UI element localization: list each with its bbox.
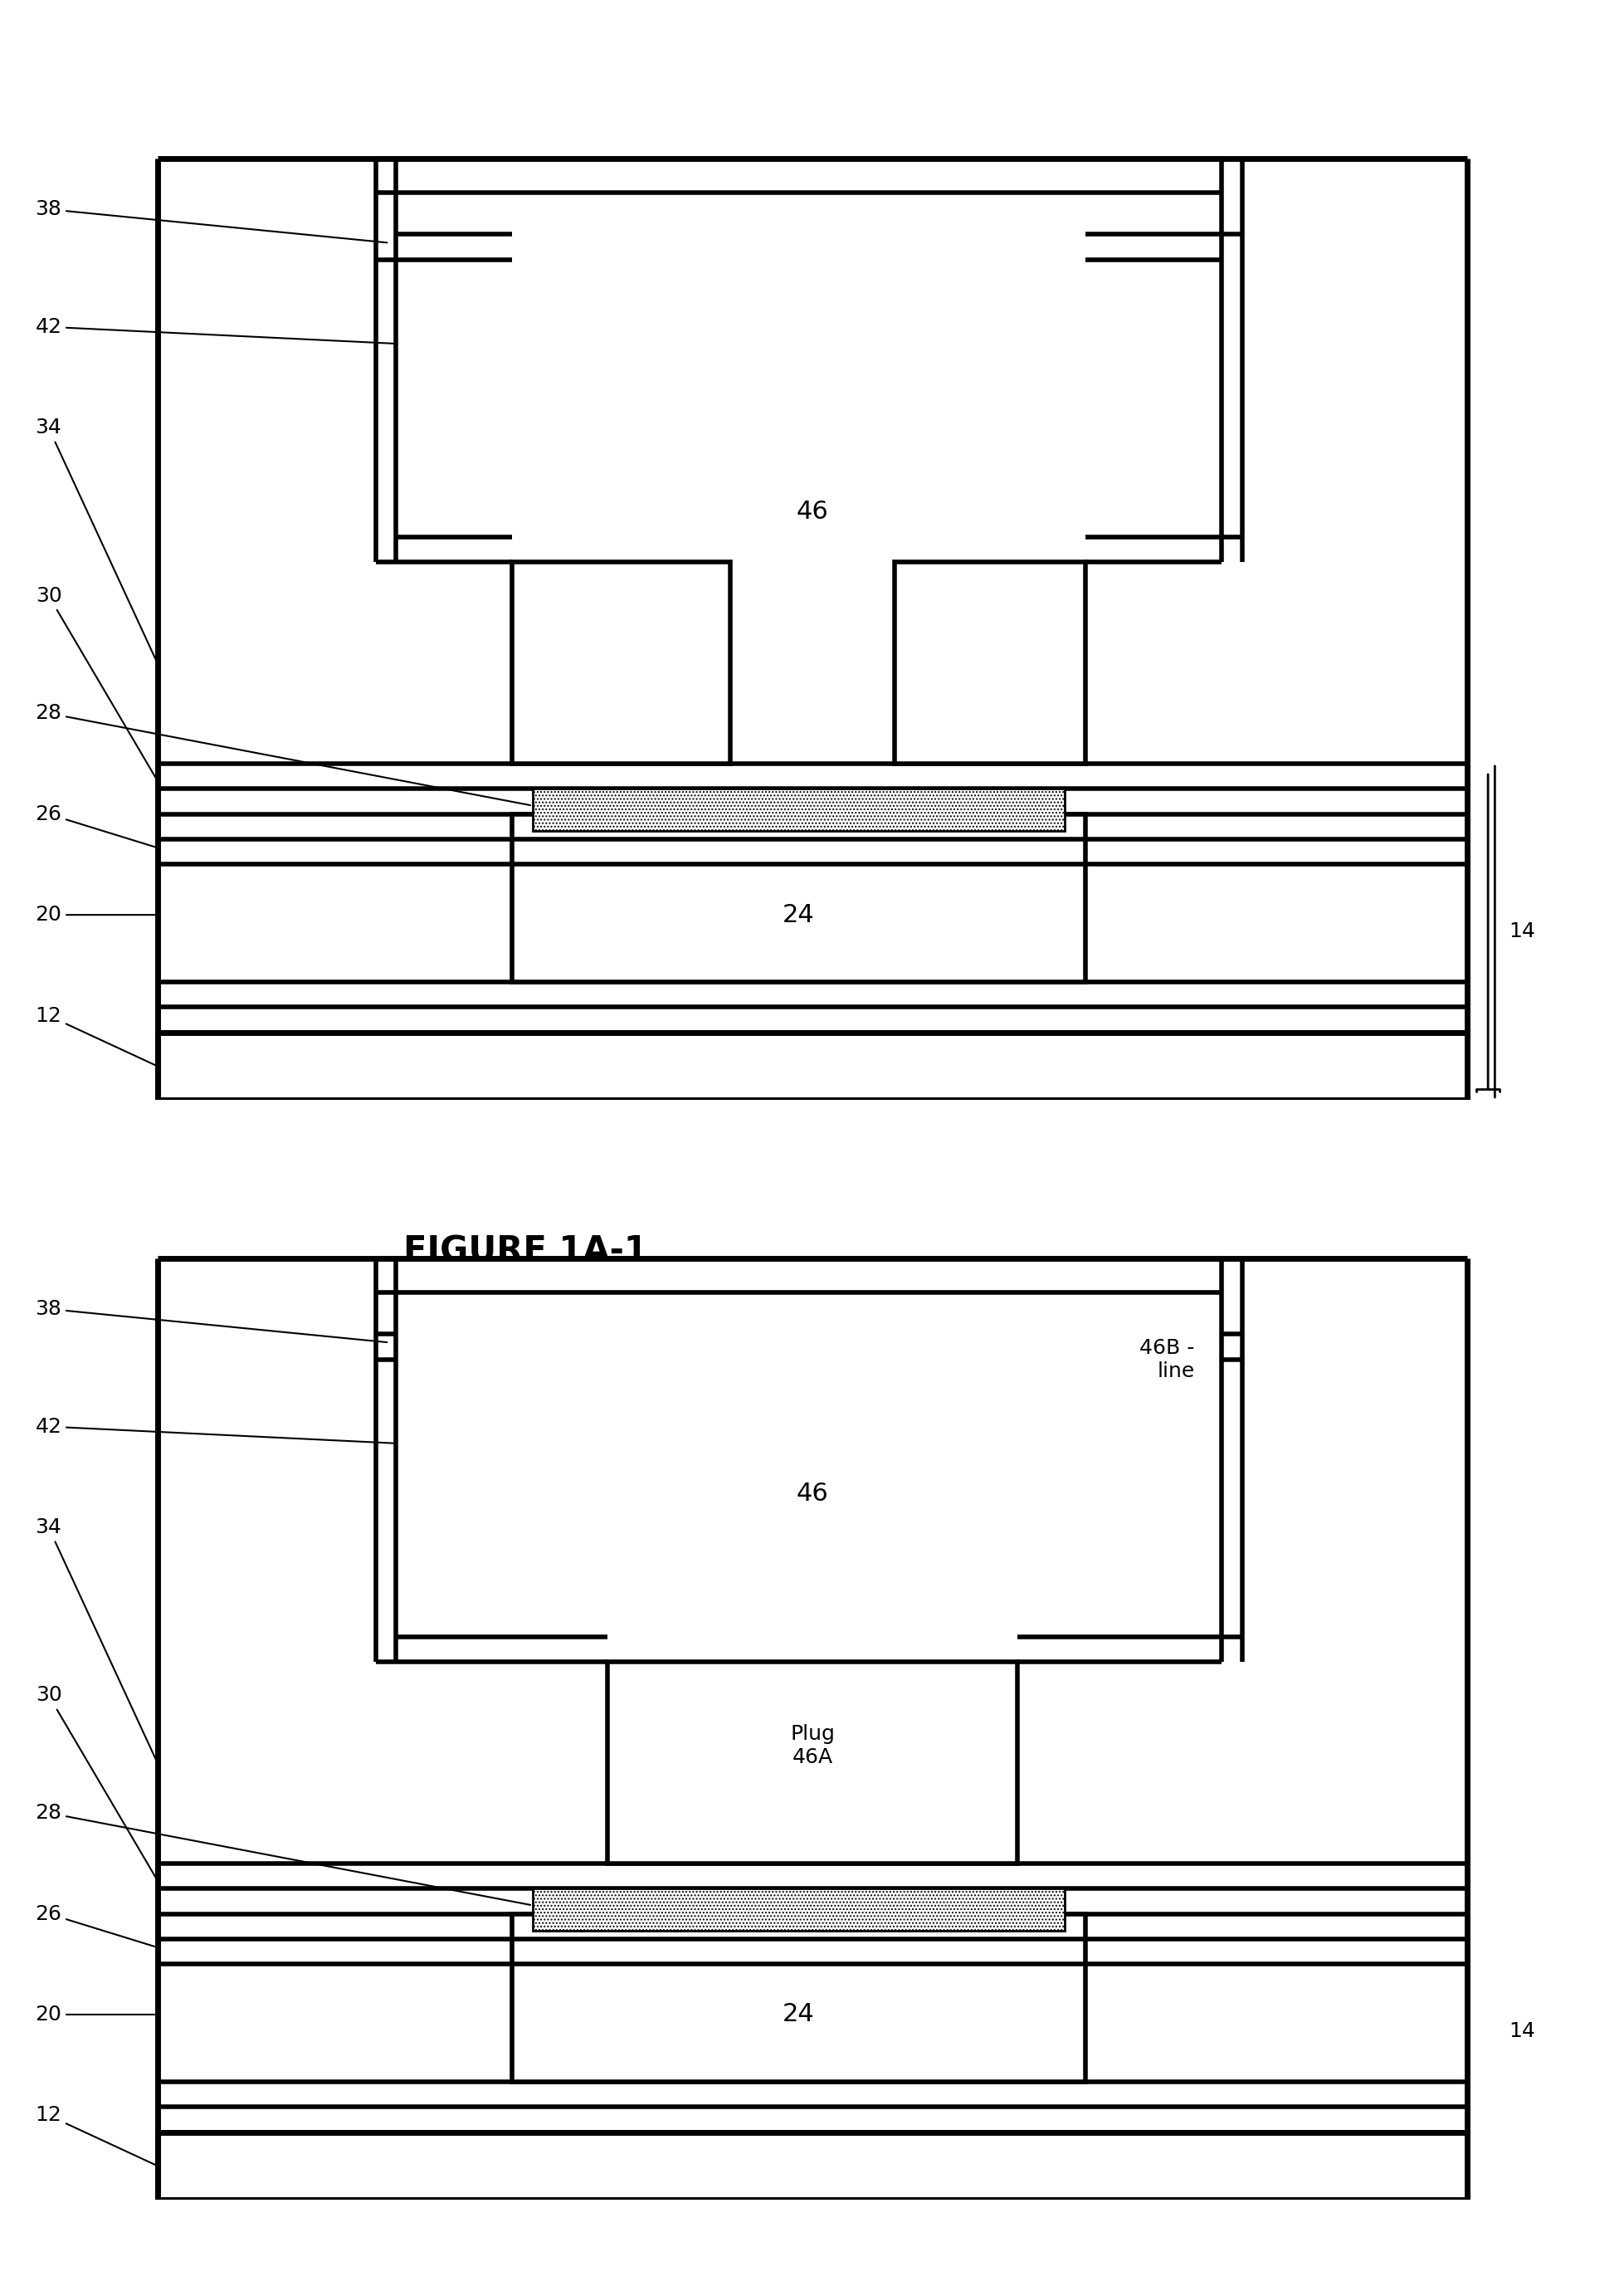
Bar <box>512 813 1085 983</box>
Text: 26: 26 <box>36 1904 154 1947</box>
Text: 42: 42 <box>36 316 393 344</box>
Text: 34: 34 <box>36 1517 156 1759</box>
Text: 30: 30 <box>36 586 156 779</box>
Bar <box>158 1033 1466 1100</box>
Text: 20: 20 <box>36 2005 154 2025</box>
Bar <box>893 561 1085 763</box>
Text: 42: 42 <box>36 1416 393 1443</box>
Text: 46: 46 <box>796 499 828 525</box>
Text: 26: 26 <box>36 804 154 848</box>
Text: 20: 20 <box>36 905 154 926</box>
Text: 38: 38 <box>36 199 387 243</box>
Text: 14: 14 <box>1507 921 1535 942</box>
Text: 34: 34 <box>36 417 156 660</box>
Text: 12: 12 <box>36 1006 156 1065</box>
Text: 14: 14 <box>1507 2021 1535 2041</box>
Text: 24: 24 <box>783 903 814 928</box>
Text: 30: 30 <box>36 1686 156 1879</box>
Text: 46: 46 <box>796 1482 828 1505</box>
Bar <box>512 561 731 763</box>
Bar <box>533 788 1064 832</box>
Text: 28: 28 <box>36 703 529 804</box>
Bar <box>607 1661 1017 1863</box>
Text: FIGURE 1A-1: FIGURE 1A-1 <box>403 1235 648 1269</box>
Text: 28: 28 <box>36 1803 529 1904</box>
Text: 38: 38 <box>36 1299 387 1343</box>
Bar <box>533 1888 1064 1931</box>
Text: 12: 12 <box>36 2105 156 2165</box>
Bar <box>512 1913 1085 2083</box>
Text: Plug
46A: Plug 46A <box>789 1725 835 1766</box>
Text: 46B -
line: 46B - line <box>1138 1338 1194 1381</box>
Text: 24: 24 <box>783 2002 814 2028</box>
Bar <box>158 2133 1466 2199</box>
